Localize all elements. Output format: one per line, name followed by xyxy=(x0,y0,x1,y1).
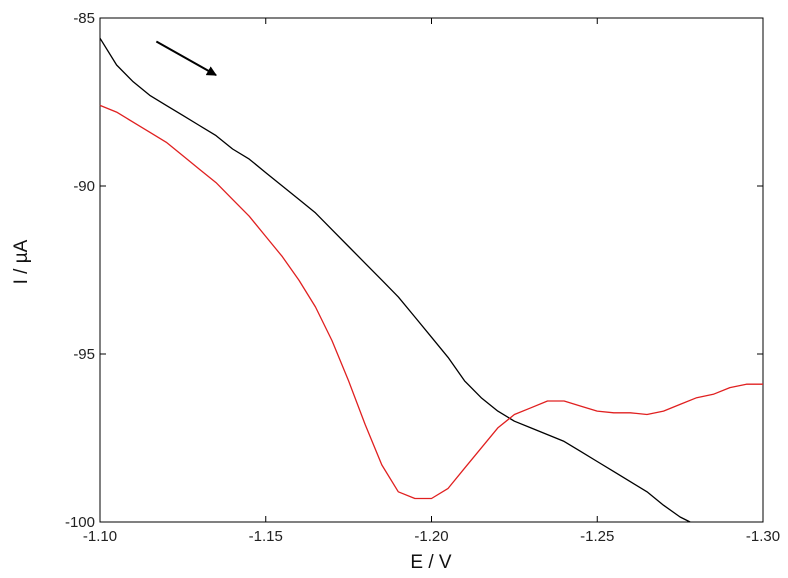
series-line-1 xyxy=(99,37,691,523)
scan-direction-arrow xyxy=(155,40,217,76)
y-tick-label: -90 xyxy=(73,178,95,195)
y-tick-label: -85 xyxy=(73,10,95,27)
plot-area xyxy=(99,17,764,523)
y-tick-label: -100 xyxy=(65,514,95,531)
y-tick-label: -95 xyxy=(73,346,95,363)
x-tick-label: -1.20 xyxy=(414,528,448,545)
x-tick-label: -1.25 xyxy=(580,528,614,545)
plot-frame xyxy=(99,17,764,523)
y-axis-ticks: -85 -90 -95 -100 xyxy=(65,10,763,531)
x-axis-ticks: -1.10 -1.15 -1.20 -1.25 -1.30 xyxy=(83,18,780,545)
x-axis-title: E / V xyxy=(410,552,452,573)
series-lines xyxy=(99,37,763,523)
y-axis-title: I / µA xyxy=(11,239,32,284)
x-tick-label: -1.30 xyxy=(746,528,780,545)
series-line-2 xyxy=(99,104,763,500)
annotations xyxy=(155,40,217,76)
x-tick-label: -1.10 xyxy=(83,528,117,545)
x-tick-label: -1.15 xyxy=(249,528,283,545)
